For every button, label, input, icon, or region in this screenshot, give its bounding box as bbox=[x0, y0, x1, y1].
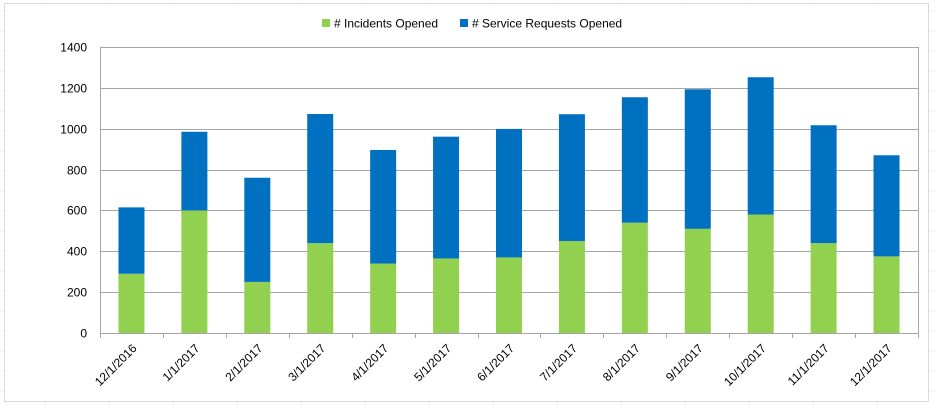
bar-incidents bbox=[684, 228, 711, 333]
y-tick-label: 1200 bbox=[60, 82, 87, 96]
y-tick-label: 1400 bbox=[60, 41, 87, 55]
bar-service-requests bbox=[873, 155, 900, 257]
legend-label: # Incidents Opened bbox=[334, 17, 438, 31]
bar-service-requests bbox=[621, 97, 648, 223]
bar-service-requests bbox=[244, 177, 271, 282]
bar-incidents bbox=[181, 210, 208, 333]
y-tick-label: 400 bbox=[67, 245, 87, 259]
bar-incidents bbox=[810, 243, 837, 333]
bar-service-requests bbox=[558, 114, 585, 242]
bar-incidents bbox=[244, 281, 271, 333]
bar-incidents bbox=[370, 263, 397, 333]
y-tick-label: 600 bbox=[67, 204, 87, 218]
y-tick-label: 1000 bbox=[60, 123, 87, 137]
y-tick-label: 0 bbox=[80, 327, 87, 341]
bar-service-requests bbox=[684, 89, 711, 229]
bar-incidents bbox=[621, 222, 648, 333]
bar-service-requests bbox=[747, 77, 774, 215]
bar-service-requests bbox=[307, 114, 334, 244]
bar-service-requests bbox=[496, 128, 522, 258]
bar-service-requests bbox=[810, 125, 837, 244]
bar-incidents bbox=[118, 273, 145, 333]
bar-service-requests bbox=[181, 131, 208, 211]
y-tick-label: 800 bbox=[67, 164, 87, 178]
bar-service-requests bbox=[370, 149, 397, 264]
legend-swatch-service-requests bbox=[460, 19, 468, 27]
bar-incidents bbox=[747, 214, 774, 333]
legend-label: # Service Requests Opened bbox=[472, 17, 622, 31]
legend-swatch-incidents bbox=[322, 19, 330, 27]
chart-frame bbox=[4, 3, 929, 402]
y-tick-label: 200 bbox=[67, 286, 87, 300]
bar-incidents bbox=[558, 241, 585, 333]
bar-service-requests bbox=[433, 136, 460, 259]
bar-incidents bbox=[307, 243, 334, 333]
bar-incidents bbox=[873, 256, 900, 333]
bar-service-requests bbox=[118, 207, 145, 274]
bar-incidents bbox=[496, 257, 522, 333]
bar-incidents bbox=[433, 258, 460, 333]
